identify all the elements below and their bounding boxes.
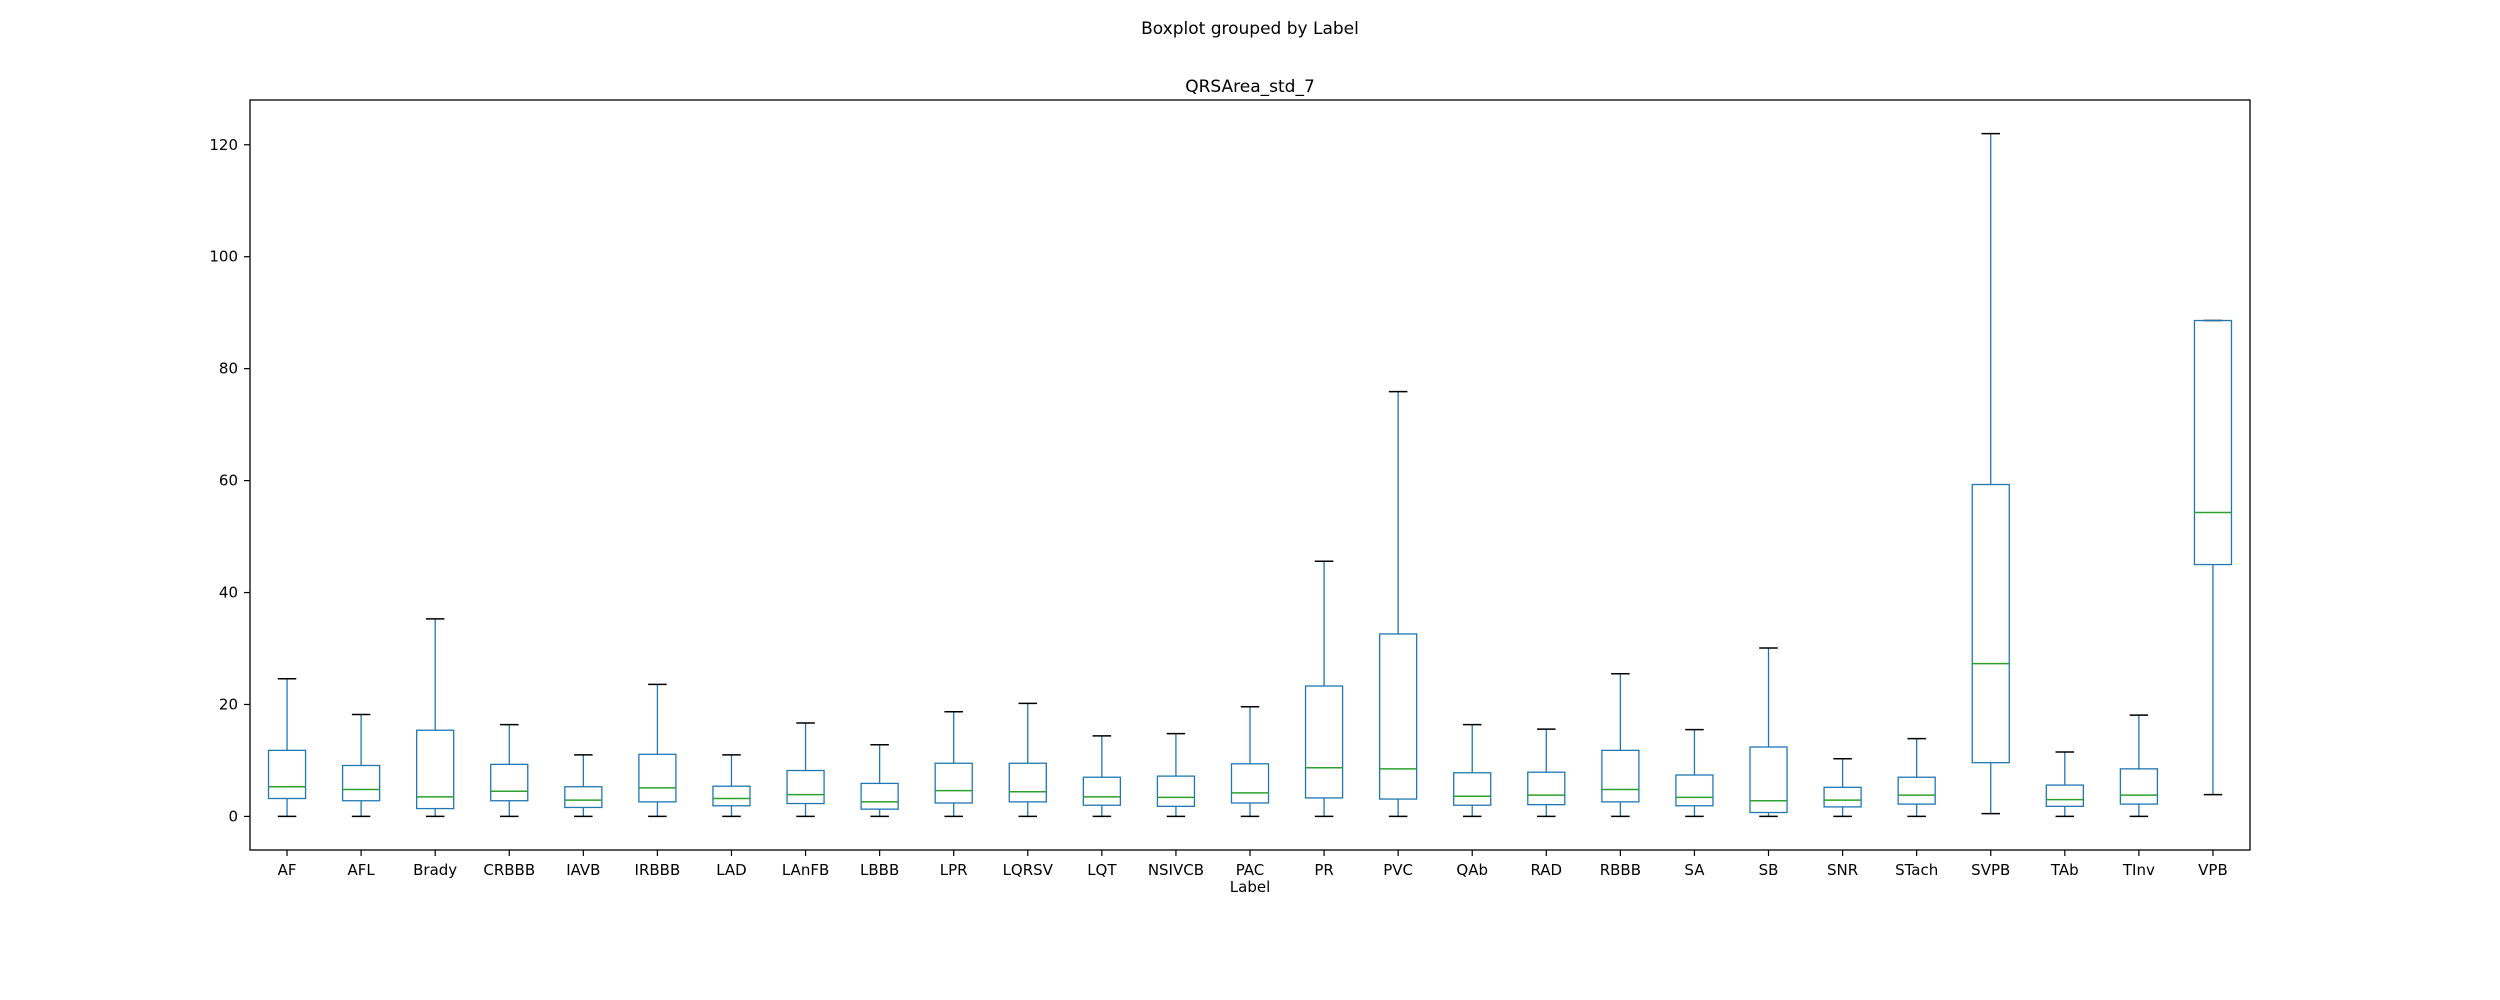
box-iqr bbox=[1378, 633, 1418, 800]
box-iqr bbox=[786, 769, 825, 805]
x-tick-label: VPB bbox=[2198, 861, 2228, 879]
box-iqr bbox=[1156, 775, 1196, 807]
x-tick-label: AF bbox=[278, 861, 297, 879]
box-iqr bbox=[1823, 786, 1862, 808]
x-tick-label: IAVB bbox=[566, 861, 600, 879]
x-tick-label: SA bbox=[1684, 861, 1705, 879]
box-iqr bbox=[1453, 772, 1492, 806]
x-tick-label: IRBBB bbox=[635, 861, 681, 879]
y-axis: 0 20 40 60 80 100 120 bbox=[209, 136, 250, 825]
y-tick-label: 100 bbox=[209, 248, 238, 266]
y-tick-label: 120 bbox=[209, 136, 238, 154]
box-iqr bbox=[564, 786, 603, 809]
x-tick-label: AFL bbox=[347, 861, 375, 879]
x-tick-label: CRBBB bbox=[483, 861, 535, 879]
x-tick-label: RBBB bbox=[1600, 861, 1641, 879]
y-tick-label: 0 bbox=[228, 807, 238, 825]
x-tick-label: LAnFB bbox=[782, 861, 829, 879]
box-iqr bbox=[267, 749, 307, 800]
x-tick-label: STach bbox=[1895, 861, 1938, 879]
x-tick-label: SNR bbox=[1827, 861, 1858, 879]
box-iqr bbox=[1527, 771, 1566, 806]
x-tick-label: LQT bbox=[1087, 861, 1117, 879]
box-iqr bbox=[1304, 685, 1344, 799]
x-tick-label: Brady bbox=[413, 861, 457, 879]
box-iqr bbox=[1008, 762, 1047, 803]
y-tick-label: 20 bbox=[219, 695, 238, 713]
box-iqr bbox=[490, 763, 529, 802]
box-iqr bbox=[1082, 776, 1122, 806]
box-iqr bbox=[638, 753, 677, 803]
x-tick-label: LAD bbox=[716, 861, 747, 879]
box-iqr bbox=[934, 762, 973, 804]
x-tick-label: PR bbox=[1314, 861, 1333, 879]
axes-title: QRSArea_std_7 bbox=[1185, 77, 1315, 97]
x-tick-label: PVC bbox=[1383, 861, 1413, 879]
box-iqr bbox=[1897, 776, 1936, 805]
box-iqr bbox=[1749, 746, 1788, 814]
x-tick-label: RAD bbox=[1530, 861, 1562, 879]
x-tick-label: SB bbox=[1759, 861, 1779, 879]
box-iqr bbox=[1230, 763, 1270, 804]
box-iqr bbox=[2119, 768, 2159, 805]
box-iqr bbox=[2193, 319, 2233, 566]
box-iqr bbox=[712, 785, 751, 807]
box-iqr bbox=[416, 729, 455, 810]
x-tick-label: TAb bbox=[2050, 861, 2079, 879]
boxes-group bbox=[267, 132, 2233, 818]
x-tick-label: LQRSV bbox=[1003, 861, 1054, 879]
figure-suptitle: Boxplot grouped by Label bbox=[1141, 19, 1359, 39]
x-tick-label: NSIVCB bbox=[1148, 861, 1204, 879]
y-tick-label: 80 bbox=[219, 360, 238, 378]
x-axis-label: Label bbox=[1230, 878, 1270, 896]
x-axis: AF AFL Brady CRBBB IAVB IRBBB LAD LAnFB LBBB LPR L… bbox=[278, 850, 2228, 879]
y-tick-label: 60 bbox=[219, 472, 238, 490]
box-iqr bbox=[1601, 749, 1640, 803]
box-iqr bbox=[2045, 784, 2084, 807]
x-tick-label: SVPB bbox=[1971, 861, 2010, 879]
box-iqr bbox=[341, 764, 381, 802]
x-tick-label: TInv bbox=[2122, 861, 2155, 879]
x-tick-label: PAC bbox=[1236, 861, 1265, 879]
x-tick-label: LBBB bbox=[860, 861, 899, 879]
x-tick-label: QAb bbox=[1456, 861, 1488, 879]
box-iqr bbox=[1971, 483, 2010, 764]
x-tick-label: LPR bbox=[940, 861, 968, 879]
box-iqr bbox=[1675, 774, 1714, 807]
box-iqr bbox=[860, 782, 899, 810]
y-tick-label: 40 bbox=[219, 584, 238, 602]
plot-frame bbox=[249, 99, 2251, 851]
